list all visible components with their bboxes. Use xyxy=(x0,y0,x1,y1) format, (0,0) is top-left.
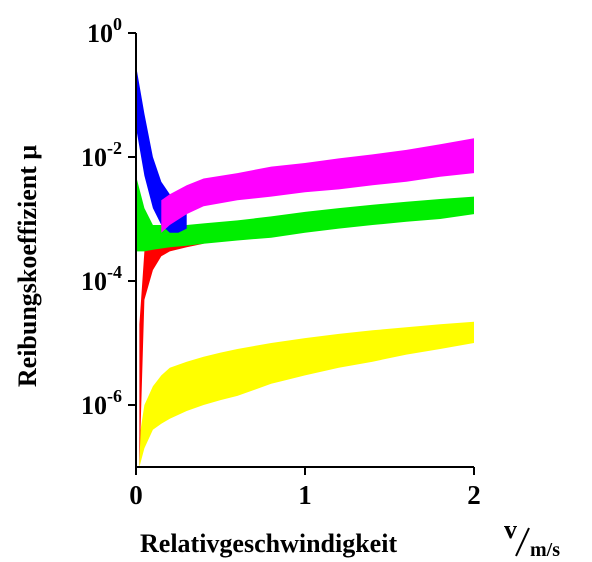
series-band-3 xyxy=(136,175,474,252)
y-axis-title: Reibungskoeffizient μ xyxy=(13,145,42,388)
x-tick-label-2: 2 xyxy=(467,480,481,510)
y-tick-exponent-0: 0 xyxy=(113,14,122,34)
y-tick-label-2: 10-4 xyxy=(81,262,122,296)
series-band-4 xyxy=(136,65,187,233)
x-axis-unit-slash xyxy=(515,527,530,557)
y-tick-exponent-3: -6 xyxy=(107,386,122,406)
x-tick-label-0: 0 xyxy=(129,480,143,510)
bands-layer xyxy=(136,65,475,467)
series-band-1 xyxy=(139,321,474,467)
x-axis-title: Relativgeschwindigkeit xyxy=(140,529,397,558)
axes-layer xyxy=(128,32,475,475)
x-axis-unit-denominator: m/s xyxy=(530,539,560,561)
y-tick-label-0: 100 xyxy=(87,14,122,48)
series-band-5 xyxy=(161,138,475,233)
y-tick-label-3: 10-6 xyxy=(81,386,122,420)
series-band-2 xyxy=(139,228,204,467)
y-tick-exponent-2: -4 xyxy=(107,262,122,282)
labels-layer: 0 1 2 100 10-2 10-4 10-6 Reibungskoeffizient μ R… xyxy=(13,14,560,561)
y-tick-label-1: 10-2 xyxy=(81,138,122,172)
x-tick-label-1: 1 xyxy=(298,480,312,510)
x-axis-unit-numerator: v xyxy=(504,515,517,544)
y-tick-exponent-1: -2 xyxy=(107,138,122,158)
